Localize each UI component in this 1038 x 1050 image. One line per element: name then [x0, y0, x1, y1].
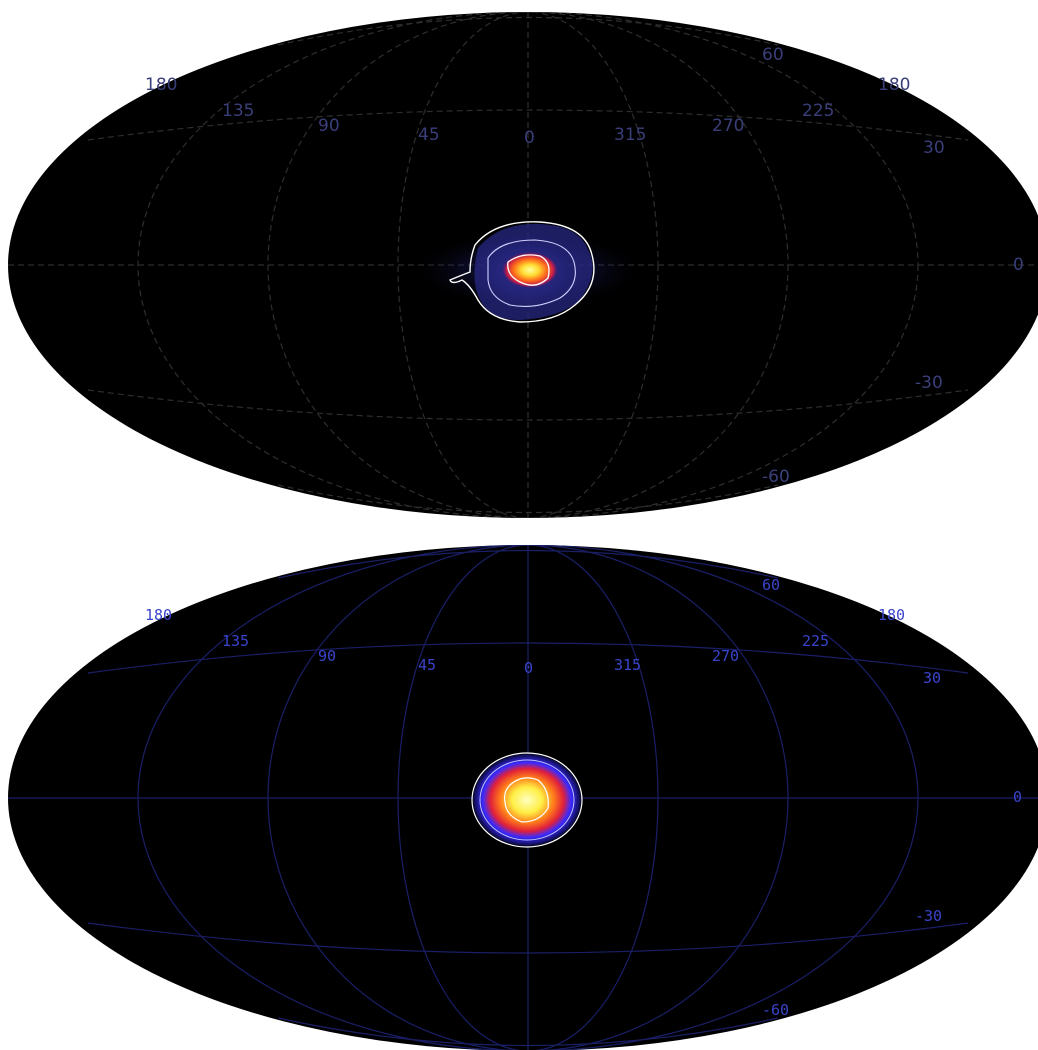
mid-contour	[479, 759, 575, 841]
lon-label: 90	[318, 116, 340, 136]
sky-map-bottom-svg: 180 135 90 45 0 315 270 225 180 60 30 0 …	[8, 545, 1038, 1050]
parallel-30s	[87, 922, 969, 954]
parallel-30n	[87, 642, 969, 674]
lat-label: 30	[923, 669, 941, 687]
lon-label: 225	[802, 632, 829, 650]
meridian-45	[397, 545, 659, 1050]
outer-contour	[449, 221, 595, 323]
emission-blob-bottom	[471, 752, 583, 848]
lon-label: 0	[524, 659, 533, 677]
core	[473, 754, 581, 846]
parallel-60s	[277, 1017, 779, 1047]
lon-label: 225	[802, 101, 834, 121]
inner-contour	[507, 254, 550, 286]
lat-label: -30	[915, 907, 942, 925]
lon-label: 180	[878, 75, 910, 95]
emission-blob-top	[408, 221, 648, 323]
latitude-labels: 60 30 0 -30 -60	[762, 576, 1022, 1019]
parallel-30n	[87, 109, 969, 141]
lon-label: 135	[222, 101, 254, 121]
lat-label: -60	[762, 1001, 789, 1019]
lon-label: 270	[712, 647, 739, 665]
lat-label: 60	[762, 45, 784, 65]
lat-label: -60	[762, 467, 790, 487]
meridian-90	[267, 545, 789, 1050]
sky-map-top-svg: 180 135 90 45 0 315 270 225 180 60 30 0 …	[8, 12, 1038, 518]
mid-contour	[487, 239, 576, 307]
lon-label: 90	[318, 647, 336, 665]
lon-label: 315	[614, 656, 641, 674]
sky-map-bottom: 180 135 90 45 0 315 270 225 180 60 30 0 …	[0, 530, 1038, 1050]
lon-label: 0	[524, 128, 535, 148]
lon-label: 180	[878, 606, 905, 624]
lat-label: -30	[915, 373, 943, 393]
meridian-135	[137, 545, 919, 1050]
parallel-60n	[277, 549, 779, 579]
outer-contour	[471, 752, 583, 848]
meridian-135	[137, 12, 919, 518]
lat-label: 60	[762, 576, 780, 594]
parallel-60s	[277, 484, 779, 514]
inner-contour	[503, 777, 549, 823]
latitude-labels: 60 30 0 -30 -60	[762, 45, 1024, 487]
longitude-labels: 180 135 90 45 0 315 270 225 180	[145, 606, 905, 677]
lat-label: 0	[1013, 788, 1022, 806]
lon-label: 45	[418, 656, 436, 674]
parallel-30s	[87, 389, 969, 421]
sky-map-top: 180 135 90 45 0 315 270 225 180 60 30 0 …	[8, 12, 1038, 518]
parallel-60n	[277, 16, 779, 46]
longitude-labels: 180 135 90 45 0 315 270 225 180	[145, 75, 910, 148]
lon-label: 45	[418, 125, 440, 145]
lon-label: 180	[145, 75, 177, 95]
meridian-90	[267, 12, 789, 518]
meridian-45	[397, 12, 659, 518]
lat-label: 0	[1013, 255, 1024, 275]
lon-label: 135	[222, 632, 249, 650]
lat-label: 30	[923, 138, 945, 158]
lon-label: 180	[145, 606, 172, 624]
lon-label: 270	[712, 116, 744, 136]
lon-label: 315	[614, 125, 646, 145]
